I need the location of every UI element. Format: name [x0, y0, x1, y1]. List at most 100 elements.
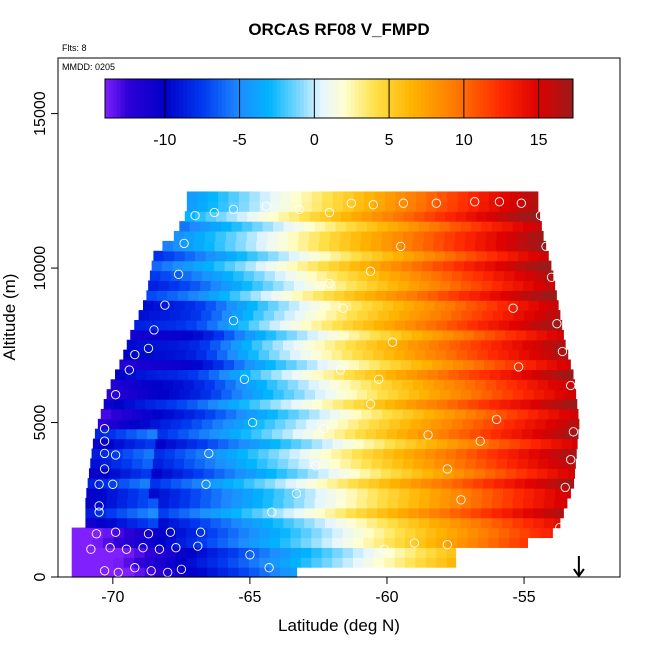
colorbar-segment [218, 79, 223, 118]
heatmap-cell [311, 191, 323, 202]
heatmap-cell [394, 557, 406, 568]
heatmap-cell [345, 507, 357, 519]
heatmap-cell [170, 478, 182, 489]
heatmap-cell [481, 221, 493, 232]
heatmap-cell [541, 399, 553, 410]
heatmap-cell [446, 527, 458, 539]
colorbar-segment [202, 79, 207, 118]
heatmap-cell [283, 497, 295, 509]
heatmap-cell [471, 280, 483, 291]
heatmap-cell [356, 507, 368, 519]
heatmap-cell [262, 497, 274, 509]
heatmap-cell [250, 290, 262, 301]
heatmap-cell [227, 448, 239, 459]
x-tick-label: -55 [512, 589, 535, 606]
heatmap-cell [175, 349, 187, 361]
heatmap-cell [483, 478, 495, 489]
heatmap-cell [547, 260, 552, 272]
heatmap-cell [528, 250, 540, 262]
heatmap-cell [210, 507, 222, 519]
heatmap-cell [186, 319, 198, 331]
heatmap-cell [553, 339, 565, 351]
heatmap-cell [280, 527, 292, 539]
heatmap-cell [188, 428, 200, 440]
heatmap-cell [515, 329, 527, 341]
heatmap-cell [539, 349, 551, 361]
heatmap-cell [238, 527, 250, 539]
heatmap-cell [149, 310, 161, 321]
heatmap-cell [425, 349, 437, 361]
heatmap-cell [252, 280, 264, 291]
heatmap-cell [394, 537, 406, 548]
observation-point [456, 495, 466, 505]
heatmap-cell [288, 408, 300, 420]
heatmap-cell [259, 527, 271, 539]
heatmap-cell [504, 270, 516, 282]
heatmap-cell [259, 399, 271, 410]
heatmap-cell [484, 468, 496, 479]
heatmap-cell [471, 310, 483, 321]
colorbar-segment [456, 79, 461, 118]
colorbar-segment [475, 79, 480, 118]
heatmap-cell [290, 527, 302, 539]
heatmap-cell [167, 290, 179, 301]
heatmap-cell [496, 379, 508, 390]
heatmap-cell [189, 339, 201, 351]
heatmap-cell [410, 418, 422, 430]
heatmap-cell [207, 567, 219, 578]
heatmap-cell [280, 438, 292, 450]
heatmap-cell [408, 280, 420, 291]
heatmap-cell [518, 211, 530, 222]
heatmap-cell [266, 260, 278, 272]
heatmap-cell [489, 399, 501, 410]
heatmap-cell [355, 339, 367, 351]
heatmap-cell [223, 478, 235, 489]
heatmap-cell [183, 379, 195, 390]
heatmap-cell [214, 379, 226, 390]
heatmap-cell [255, 468, 267, 479]
heatmap-cell [292, 369, 304, 380]
observation-point [146, 566, 156, 576]
heatmap-cell [304, 497, 316, 509]
heatmap-cell [310, 448, 322, 459]
heatmap-cell [377, 517, 389, 529]
heatmap-cell [544, 488, 556, 499]
heatmap-cell [485, 260, 497, 272]
heatmap-cell [393, 448, 405, 459]
heatmap-cell [436, 547, 448, 558]
heatmap-cell [325, 507, 337, 519]
heatmap-cell [421, 359, 433, 370]
heatmap-cell [216, 211, 228, 222]
heatmap-cell [521, 290, 533, 301]
heatmap-cell [481, 280, 493, 291]
heatmap-cell [379, 418, 391, 430]
heatmap-cell [181, 418, 193, 430]
heatmap-cell [249, 191, 261, 202]
heatmap-cell [207, 527, 219, 539]
heatmap-cell [257, 211, 269, 222]
colorbar-segment [534, 79, 539, 118]
heatmap-cell [268, 448, 280, 459]
heatmap-cell [510, 369, 522, 380]
colorbar-tick-label: 10 [455, 132, 473, 149]
heatmap-cell [527, 379, 539, 390]
heatmap-cell [445, 448, 457, 459]
heatmap-cell [291, 399, 303, 410]
heatmap-cell [204, 408, 216, 420]
heatmap-cell [420, 418, 432, 430]
heatmap-cell [397, 507, 409, 519]
heatmap-cell [322, 399, 334, 410]
heatmap-cell [155, 527, 167, 539]
heatmap-cell [92, 547, 104, 558]
heatmap-cell [313, 290, 325, 301]
heatmap-cell [266, 468, 278, 479]
observation-point [130, 349, 140, 360]
heatmap-cell [270, 399, 282, 410]
heatmap-cell [95, 517, 107, 529]
heatmap-cell [345, 221, 358, 232]
observation-point [165, 527, 176, 537]
observation-point [442, 464, 452, 474]
heatmap-cell [241, 497, 253, 509]
heatmap-cell [566, 478, 575, 489]
heatmap-cell [262, 339, 274, 351]
